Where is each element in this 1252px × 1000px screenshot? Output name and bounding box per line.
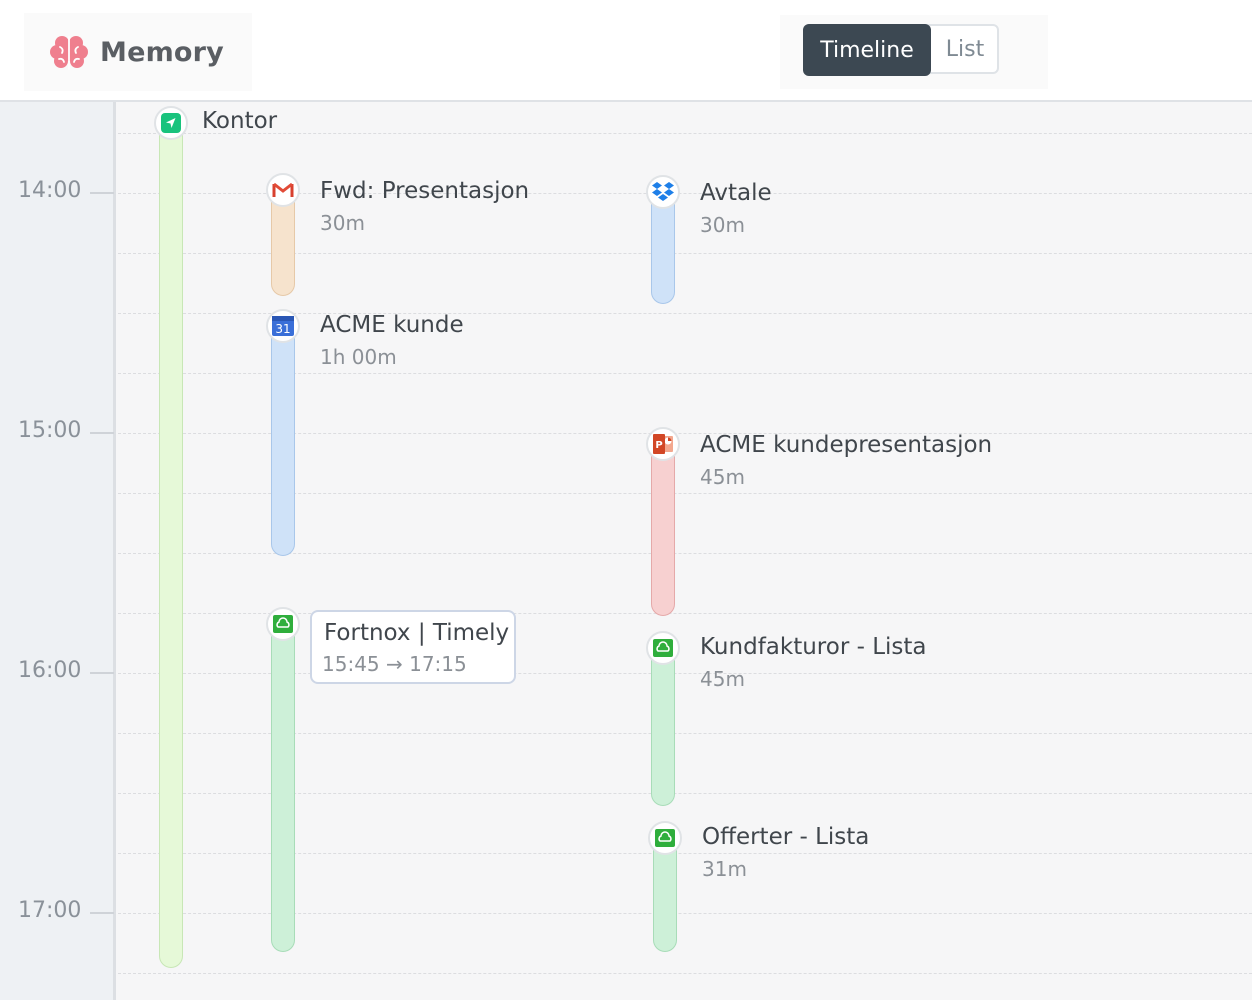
gutter-divider	[113, 102, 116, 1000]
hour-label: 14:00	[18, 178, 82, 203]
event-bar-kontor[interactable]	[159, 112, 183, 968]
hour-tick	[90, 672, 114, 674]
hour-label: 16:00	[18, 658, 82, 683]
event-title-avtale: Avtale	[700, 180, 772, 206]
event-title-fwd: Fwd: Presentasjon	[320, 178, 530, 204]
event-bar-acme-presentation[interactable]	[651, 432, 675, 616]
hour-label: 17:00	[18, 898, 82, 923]
event-title-kontor: Kontor	[202, 108, 278, 134]
brand[interactable]: Memory	[24, 13, 252, 91]
list-tab[interactable]: List	[945, 36, 985, 62]
grid-line	[118, 553, 1252, 554]
grid-line	[118, 613, 1252, 614]
fortnox-cloud-icon	[646, 631, 680, 665]
timeline-tab[interactable]: Timeline	[803, 24, 931, 76]
gmail-icon	[266, 173, 300, 207]
grid-line	[118, 373, 1252, 374]
event-bar-fortnox-timely[interactable]	[271, 612, 295, 952]
time-gutter	[0, 102, 113, 1000]
hour-label: 15:00	[18, 418, 82, 443]
app-name: Memory	[100, 36, 224, 68]
grid-line	[118, 253, 1252, 254]
tooltip-title: Fortnox | Timely	[324, 620, 510, 646]
event-duration-acme-kunde: 1h 00m	[320, 345, 397, 369]
calendar-icon: 31	[266, 309, 300, 343]
grid-line	[118, 733, 1252, 734]
event-duration-offerter: 31m	[702, 857, 747, 881]
calendar-icon-text: 31	[275, 322, 290, 336]
event-duration-kundfakturor: 45m	[700, 667, 745, 691]
grid-line	[118, 913, 1252, 914]
view-toggle: Timeline List	[803, 24, 999, 76]
event-tooltip: Fortnox | Timely 15:45 → 17:15	[310, 610, 516, 684]
event-title-offerter: Offerter - Lista	[702, 824, 870, 850]
grid-line	[118, 493, 1252, 494]
event-duration-acme-presentation: 45m	[700, 465, 745, 489]
grid-line	[118, 853, 1252, 854]
location-arrow-icon	[154, 106, 188, 140]
event-title-acme-presentation: ACME kundepresentasjon	[700, 432, 993, 458]
event-duration-fwd: 30m	[320, 211, 365, 235]
hour-tick	[90, 912, 114, 914]
grid-line	[118, 133, 1252, 134]
event-title-kundfakturor: Kundfakturor - Lista	[700, 634, 927, 660]
grid-line	[118, 313, 1252, 314]
dropbox-icon	[646, 175, 680, 209]
grid-line	[118, 793, 1252, 794]
brain-icon	[50, 36, 88, 70]
view-toggle-container: Timeline List	[780, 15, 1048, 89]
hour-tick	[90, 192, 114, 194]
fortnox-cloud-icon	[266, 607, 300, 641]
grid-line	[118, 433, 1252, 434]
powerpoint-icon-text: P	[655, 440, 662, 451]
event-bar-acme-kunde[interactable]	[271, 314, 295, 556]
event-duration-avtale: 30m	[700, 213, 745, 237]
grid-line	[118, 973, 1252, 974]
powerpoint-icon: P	[646, 427, 680, 461]
event-title-acme-kunde: ACME kunde	[320, 312, 464, 338]
grid-line	[118, 673, 1252, 674]
fortnox-cloud-icon	[648, 821, 682, 855]
tooltip-time-range: 15:45 → 17:15	[322, 652, 467, 676]
grid-line	[118, 193, 1252, 194]
hour-tick	[90, 432, 114, 434]
app-header: Memory Timeline List	[0, 0, 1252, 102]
